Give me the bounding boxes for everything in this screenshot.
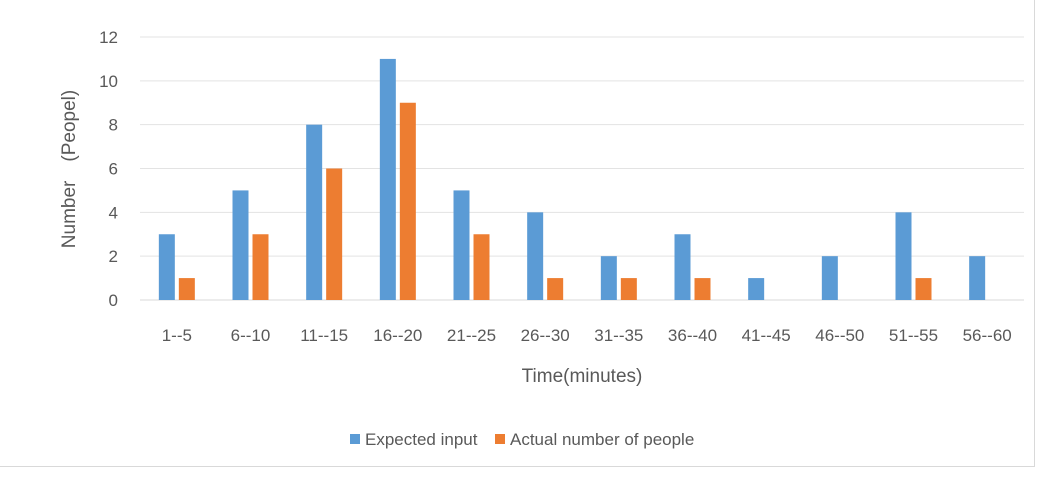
y-tick-label: 12 xyxy=(99,28,118,47)
bar-expected-input xyxy=(600,256,617,300)
legend: Expected input Actual number of people xyxy=(350,430,694,449)
bar-expected-input xyxy=(158,234,175,300)
y-tick-label: 4 xyxy=(109,203,118,222)
x-tick-label: 21--25 xyxy=(447,326,496,345)
legend-label: Actual number of people xyxy=(510,430,694,449)
bar-actual-people xyxy=(326,168,343,300)
bar-actual-people xyxy=(252,234,269,300)
y-tick-label: 2 xyxy=(109,247,118,266)
y-axis-title: Number (Peopel) xyxy=(59,90,80,248)
y-tick-label: 0 xyxy=(109,291,118,310)
bar-expected-input xyxy=(821,256,838,300)
bar-actual-people xyxy=(694,278,711,300)
y-axis-ticks: 0 2 4 6 8 10 12 xyxy=(99,28,118,310)
bar-actual-people xyxy=(399,102,416,300)
x-tick-label: 26--30 xyxy=(521,326,570,345)
bar-actual-people xyxy=(547,278,564,300)
gridlines xyxy=(140,36,1024,301)
bars xyxy=(158,58,986,301)
bar-actual-people xyxy=(620,278,637,300)
x-tick-label: 51--55 xyxy=(889,326,938,345)
bar-expected-input xyxy=(453,190,470,300)
x-axis-title: Time(minutes) xyxy=(522,366,643,387)
x-tick-label: 1--5 xyxy=(162,326,192,345)
x-tick-label: 56--60 xyxy=(963,326,1012,345)
x-tick-label: 31--35 xyxy=(594,326,643,345)
bar-actual-people xyxy=(473,234,490,300)
x-tick-label: 36--40 xyxy=(668,326,717,345)
bar-expected-input xyxy=(969,256,986,300)
x-tick-label: 46--50 xyxy=(815,326,864,345)
bar-expected-input xyxy=(895,212,912,300)
legend-swatch xyxy=(495,434,505,444)
bar-expected-input xyxy=(748,278,765,300)
x-axis-ticks: 1--5 6--10 11--15 16--20 21--25 26--30 31--35 3… xyxy=(162,326,1012,345)
legend-label: Expected input xyxy=(365,430,478,449)
bar-actual-people xyxy=(178,278,195,300)
legend-swatch xyxy=(350,434,360,444)
bar-expected-input xyxy=(527,212,544,300)
y-tick-label: 6 xyxy=(109,160,118,179)
y-tick-label: 10 xyxy=(99,72,118,91)
x-tick-label: 11--15 xyxy=(300,326,348,345)
bar-expected-input xyxy=(306,124,323,301)
x-tick-label: 6--10 xyxy=(231,326,271,345)
bar-expected-input xyxy=(232,190,249,300)
x-tick-label: 16--20 xyxy=(373,326,422,345)
bar-expected-input xyxy=(379,58,396,300)
chart-frame xyxy=(0,0,1035,467)
x-tick-label: 41--45 xyxy=(742,326,791,345)
y-tick-label: 8 xyxy=(109,116,118,135)
bar-expected-input xyxy=(674,234,691,300)
bar-actual-people xyxy=(915,278,932,300)
